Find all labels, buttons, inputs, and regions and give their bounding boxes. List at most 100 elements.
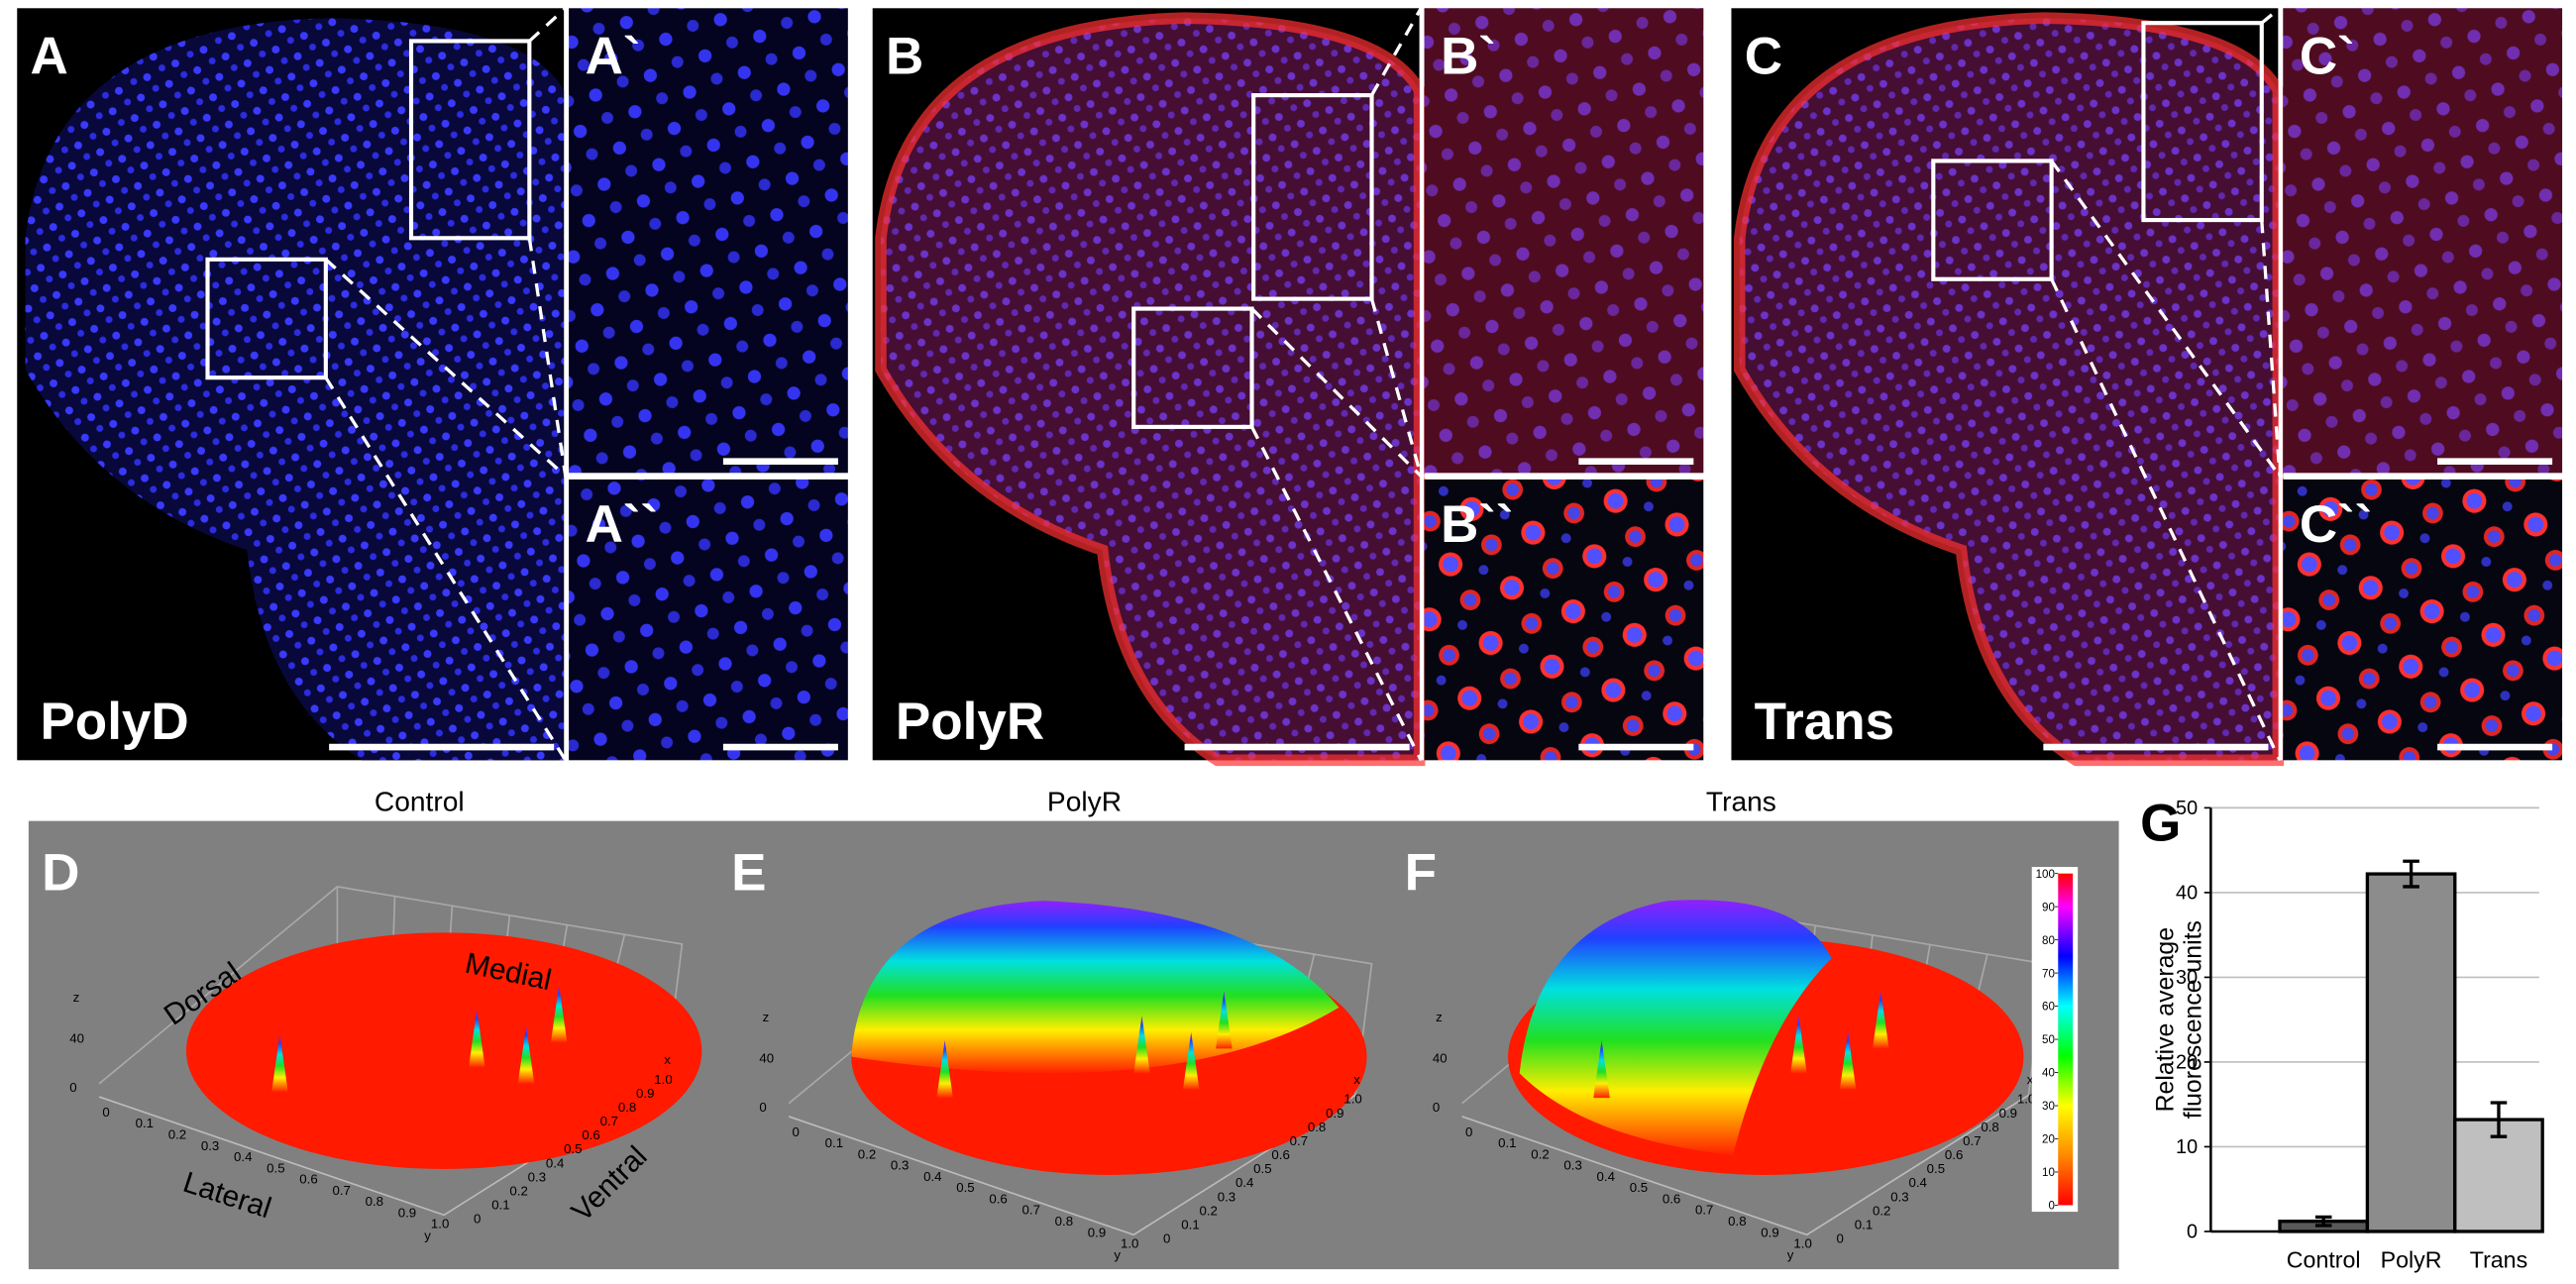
axis-tick-label: 0.3 — [1890, 1189, 1908, 1204]
axis-tick-label: 0.6 — [1945, 1147, 1963, 1162]
colorbar-tick-label: 80 — [2042, 934, 2055, 947]
colorbar — [2058, 873, 2074, 1206]
axis-tick-label: 0.8 — [1308, 1120, 1326, 1134]
axis-tick-label: 0.1 — [1181, 1217, 1199, 1231]
inset-top-stain — [2283, 8, 2563, 474]
condition-label: Trans — [1755, 693, 1894, 751]
y-axis-label: fluorescence units — [2180, 920, 2206, 1119]
zoom-line — [2050, 278, 2282, 762]
red-stain — [875, 12, 1426, 767]
axis-tick-label: 0.2 — [1531, 1146, 1549, 1161]
axis-tick-label: 0.1 — [1498, 1135, 1516, 1150]
axis-tick-label: 0.2 — [858, 1146, 876, 1161]
zoom-line — [1370, 7, 1423, 96]
axis-tick-label: 0.9 — [1999, 1106, 2017, 1121]
tissue — [25, 18, 565, 761]
zoom-line — [527, 238, 568, 477]
surface-peak — [1839, 1031, 1857, 1090]
bar — [2453, 1118, 2544, 1233]
zoom-line — [2260, 7, 2282, 25]
surface-peak — [271, 1034, 288, 1093]
tissue — [880, 18, 1420, 761]
y-tick-label: 20 — [2176, 1052, 2198, 1074]
inset-bottom — [2283, 479, 2563, 761]
axis-tick-label: 0.6 — [582, 1127, 599, 1142]
axis-tick-label: 0.2 — [168, 1126, 186, 1141]
axis-tick-label: 0 — [474, 1212, 481, 1227]
axis-tick-label: 0.5 — [564, 1141, 582, 1156]
axis-tick-label: 0.4 — [1908, 1175, 1926, 1190]
axis-tick-label: 0.5 — [1630, 1180, 1648, 1195]
colorbar-tick-label: 70 — [2042, 967, 2055, 980]
axis-tick-label: 0.2 — [1873, 1203, 1890, 1218]
zoom-box — [1931, 159, 2054, 281]
axis-tick-label: 0.1 — [825, 1135, 843, 1150]
axis-tick-label: 0.5 — [1927, 1161, 1945, 1176]
plot-axis — [1461, 1094, 2029, 1236]
inset-bottom — [1424, 479, 1704, 761]
z-axis-label: z — [1436, 1010, 1443, 1024]
axis-tick-label: 1.0 — [1343, 1092, 1361, 1107]
axis-tick-label: 0.8 — [1728, 1214, 1746, 1229]
zoom-line — [528, 7, 567, 43]
panel-label: F — [1405, 843, 1437, 902]
axis-tick-label: 0.5 — [956, 1180, 974, 1195]
x-axis-label: x — [2027, 1072, 2034, 1087]
axis-tick-label: 1.0 — [1793, 1236, 1811, 1251]
panel-label: E — [731, 843, 766, 902]
z-tick-label: 0 — [1433, 1100, 1440, 1115]
zoom-box — [1131, 306, 1254, 429]
panel-label: B` — [1441, 28, 1496, 86]
panel-label: B — [886, 28, 923, 86]
z-tick-label: 40 — [69, 1030, 84, 1045]
colorbar-tick-label: 30 — [2042, 1100, 2055, 1113]
colorbar-tick-label: 20 — [2042, 1133, 2055, 1146]
axis-tick-label: 0.8 — [618, 1100, 636, 1115]
micrograph: B B` B`` PolyR — [872, 7, 1704, 767]
surface-peak — [550, 985, 568, 1043]
surface-peak — [469, 1010, 485, 1068]
axis-tick-label: 1.0 — [431, 1217, 449, 1231]
surface-peak — [1593, 1040, 1610, 1099]
panel-label: A`` — [586, 495, 659, 554]
zoom-box — [408, 39, 532, 241]
axis-tick-label: 0.9 — [1326, 1106, 1343, 1121]
axis-tick-label: 0.4 — [1235, 1175, 1253, 1190]
z-axis-label: z — [73, 990, 80, 1005]
panel-label: A — [31, 28, 68, 86]
condition-label: PolyD — [40, 693, 188, 751]
axis-tick-label: 0 — [1163, 1231, 1170, 1246]
inset-top — [569, 8, 848, 474]
plot-title: Trans — [1706, 786, 1776, 817]
colorbar-tick-label: 0 — [2049, 1200, 2055, 1213]
axis-tick-label: 1.0 — [1121, 1236, 1138, 1251]
x-tick-label: Control — [2287, 1246, 2361, 1272]
bar — [2365, 872, 2457, 1233]
z-tick-label: 0 — [759, 1100, 766, 1115]
y-axis-label: Relative average — [2152, 927, 2179, 1112]
axis-tick-label: 0.8 — [366, 1194, 383, 1209]
y-tick-label: 0 — [2187, 1222, 2198, 1243]
surface-peak — [1133, 1016, 1150, 1074]
micrograph: C C` C`` Trans — [1731, 7, 2563, 767]
axis-tick-label: 0 — [792, 1124, 799, 1139]
x-axis-label: x — [664, 1052, 671, 1067]
axis-tick-label: 0 — [102, 1105, 109, 1120]
axis-tick-label: 0.7 — [1022, 1203, 1040, 1218]
axis-tick-label: 0.4 — [1597, 1169, 1615, 1184]
x-axis-label: x — [1353, 1072, 1360, 1087]
axis-tick-label: 0.8 — [1981, 1120, 1998, 1134]
axis-tick-label: 0.2 — [509, 1184, 527, 1199]
axis-tick-label: 0 — [1837, 1231, 1844, 1246]
axis-tick-label: 0 — [1465, 1124, 1472, 1139]
z-tick-label: 40 — [1433, 1050, 1448, 1065]
axis-tick-label: 0.3 — [201, 1138, 219, 1153]
axis-tick-label: 0.6 — [1271, 1147, 1289, 1162]
inset-bottom — [569, 479, 848, 761]
x-tick-label: PolyR — [2381, 1246, 2442, 1272]
y-axis-label: y — [424, 1228, 431, 1242]
zoom-line — [1250, 426, 1423, 762]
